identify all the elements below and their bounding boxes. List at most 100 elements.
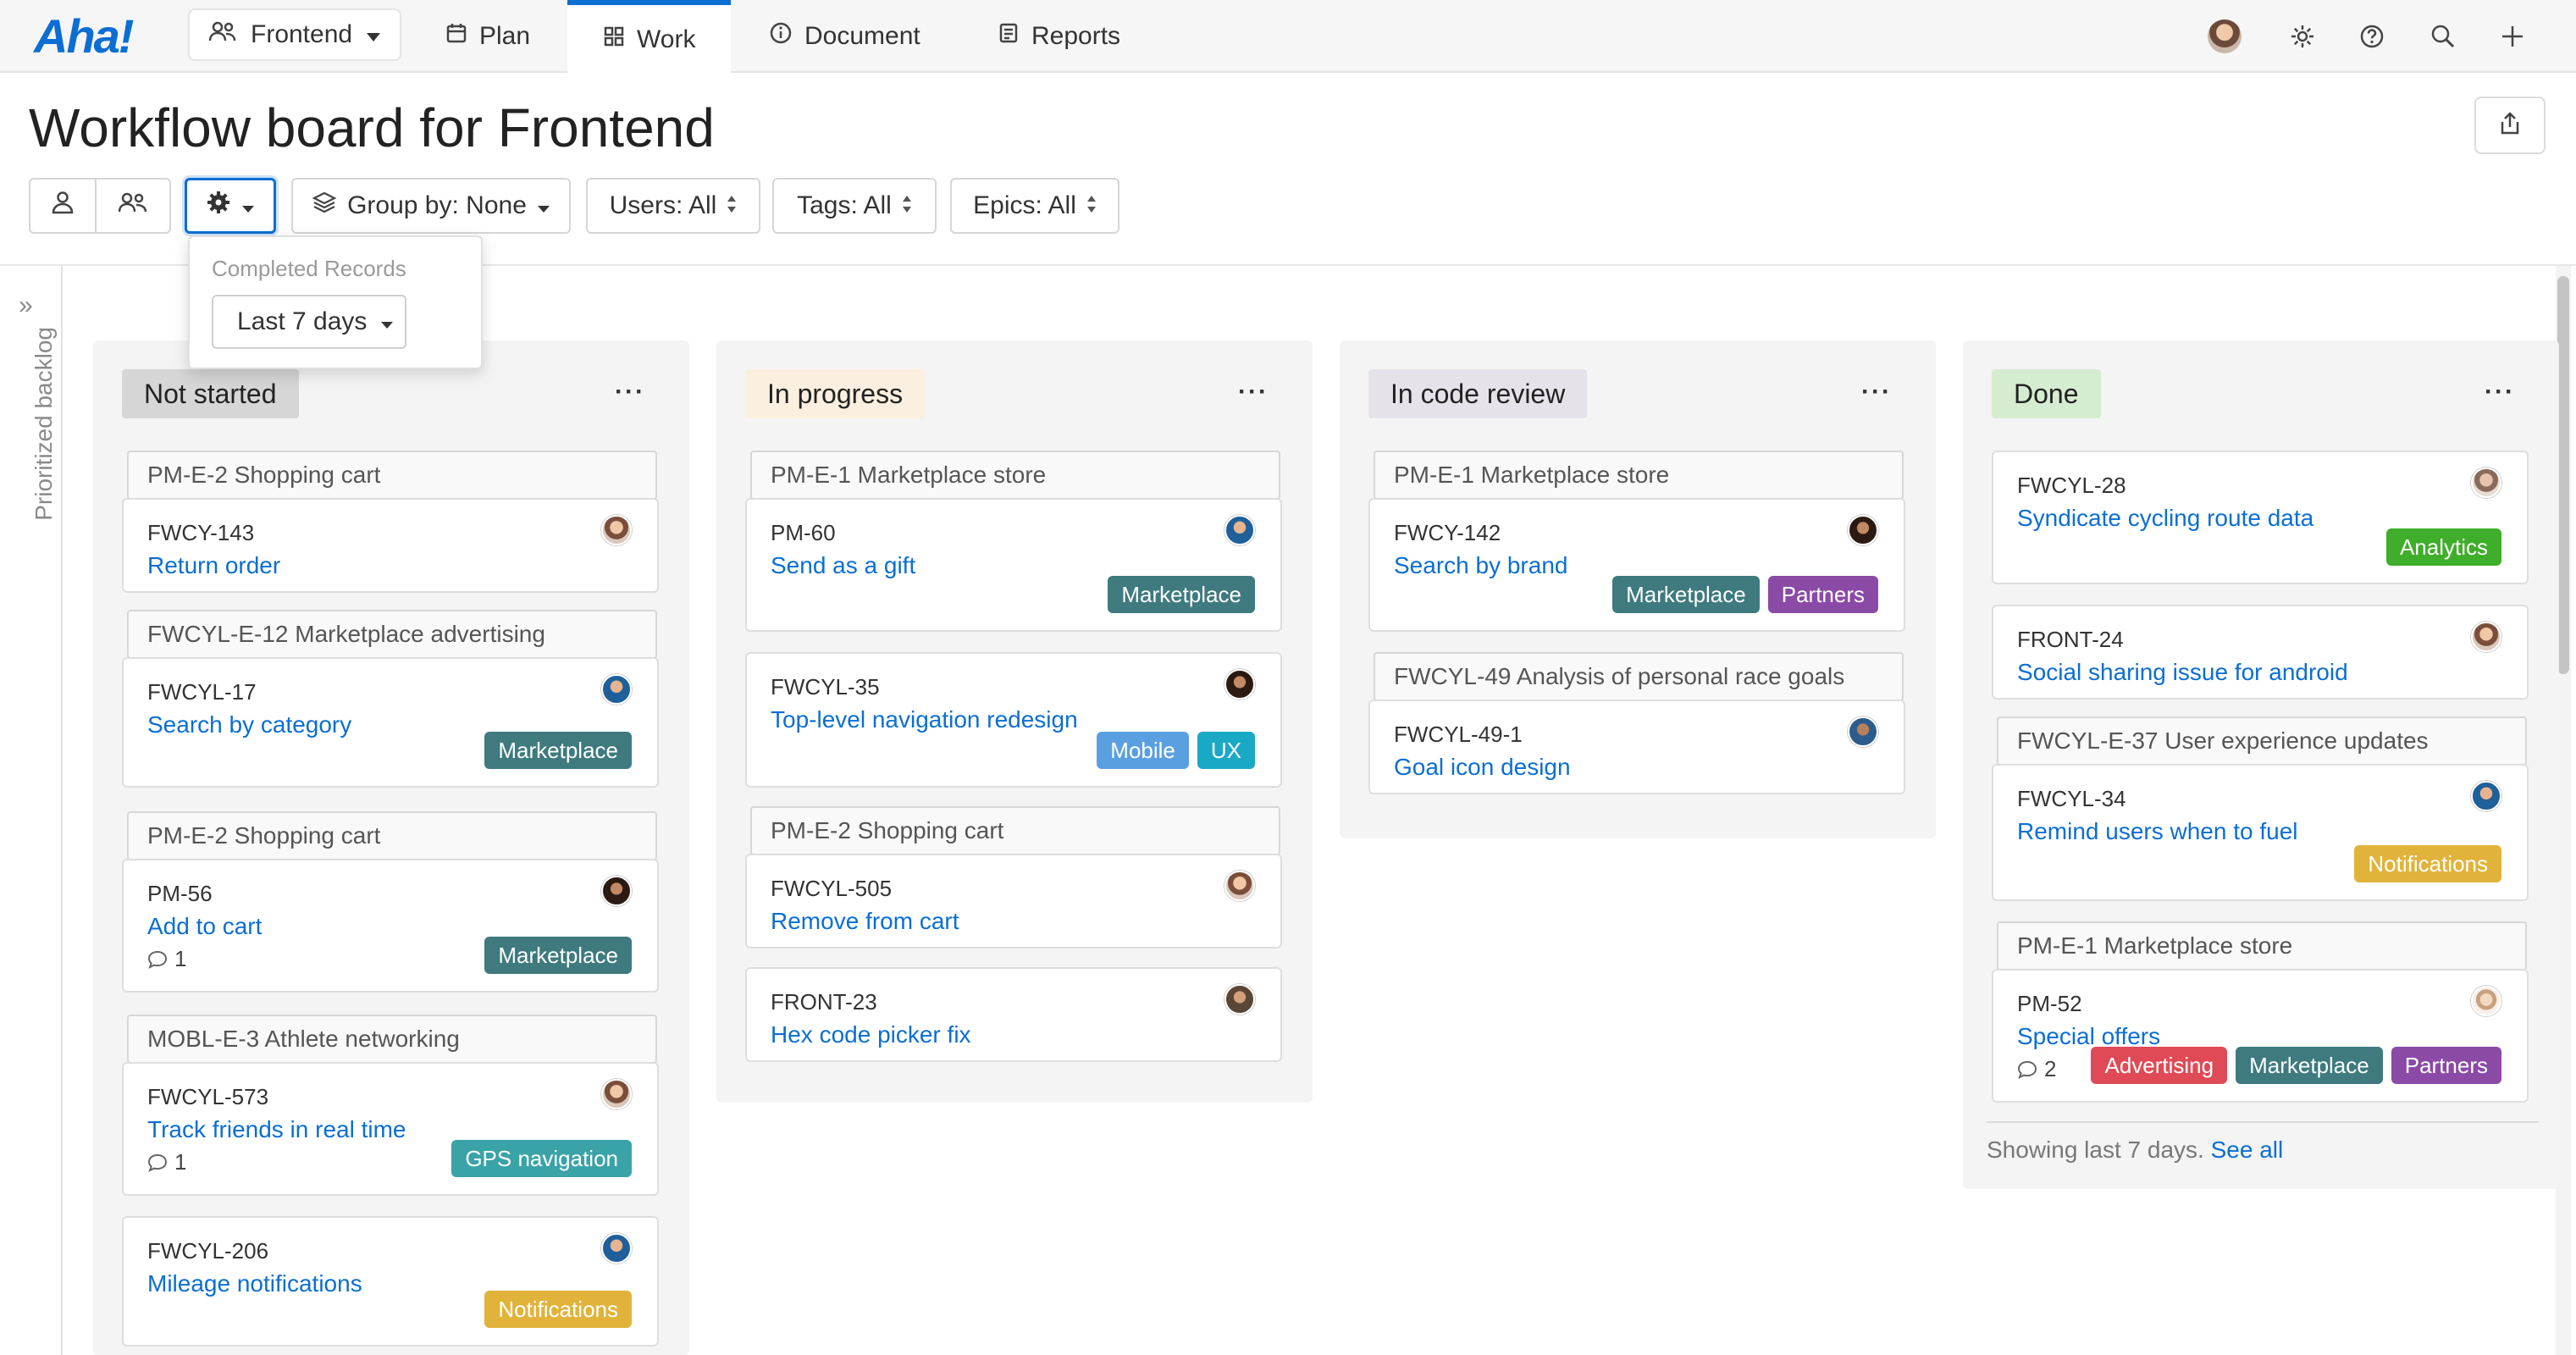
more-icon[interactable]: ··· (615, 378, 645, 406)
tag-marketplace[interactable]: Marketplace (2236, 1047, 2383, 1084)
record-card[interactable]: FWCYL-505 Remove from cart (745, 854, 1282, 948)
record-card[interactable]: PM-52 Special offers 2 Advertising Marke… (1992, 969, 2529, 1103)
team-view-button[interactable] (95, 178, 171, 234)
record-title[interactable]: Send as a gift (771, 552, 916, 578)
record-title[interactable]: Search by category (147, 711, 352, 738)
tag-mobile[interactable]: Mobile (1097, 732, 1189, 769)
record-title[interactable]: Syndicate cycling route data (2017, 505, 2314, 531)
epic-group-header[interactable]: PM-E-1 Marketplace store (750, 451, 1280, 500)
more-icon[interactable]: ··· (1238, 378, 1269, 406)
record-card[interactable]: PM-56 Add to cart 1 Marketplace (122, 859, 659, 993)
record-card[interactable]: FRONT-23 Hex code picker fix (745, 967, 1282, 1062)
record-title[interactable]: Special offers (2017, 1023, 2161, 1049)
tag-analytics[interactable]: Analytics (2385, 528, 2501, 566)
record-title[interactable]: Search by brand (1394, 552, 1568, 578)
tab-plan[interactable]: Plan (410, 0, 566, 73)
epic-group-header[interactable]: PM-E-1 Marketplace store (1997, 921, 2527, 971)
tag-partners[interactable]: Partners (2391, 1047, 2501, 1084)
board-scrollbar[interactable] (2556, 266, 2571, 1355)
share-button[interactable] (2474, 97, 2546, 154)
aha-logo[interactable]: Aha! (34, 9, 134, 63)
record-title[interactable]: Mileage notifications (147, 1270, 362, 1297)
epic-group-header[interactable]: PM-E-1 Marketplace store (1374, 451, 1904, 500)
tag-advertising[interactable]: Advertising (2091, 1047, 2228, 1084)
comment-count[interactable]: 1 (147, 946, 186, 972)
assignee-avatar[interactable] (1848, 515, 1878, 545)
group-by-select[interactable]: Group by: None (291, 178, 571, 234)
record-title[interactable]: Goal icon design (1394, 754, 1571, 780)
assignee-avatar[interactable] (2471, 467, 2501, 498)
epic-group-header[interactable]: FWCYL-E-12 Marketplace advertising (127, 610, 657, 659)
record-card[interactable]: PM-60 Send as a gift Marketplace (745, 498, 1282, 632)
record-card[interactable]: FWCYL-206 Mileage notifications Notifica… (122, 1216, 659, 1347)
single-user-view-button[interactable] (29, 178, 97, 234)
record-title[interactable]: Top-level navigation redesign (771, 706, 1078, 733)
assignee-avatar[interactable] (1848, 716, 1878, 747)
epic-group-header[interactable]: PM-E-2 Shopping cart (127, 811, 657, 860)
prioritized-backlog-panel[interactable]: » Prioritized backlog (0, 266, 63, 1355)
more-icon[interactable]: ··· (1861, 378, 1892, 406)
tag-marketplace[interactable]: Marketplace (484, 937, 632, 974)
record-title[interactable]: Return order (147, 552, 281, 578)
tag-ux[interactable]: UX (1197, 732, 1255, 769)
more-icon[interactable]: ··· (2485, 378, 2515, 406)
record-title[interactable]: Remind users when to fuel (2017, 818, 2298, 844)
assignee-avatar[interactable] (601, 515, 632, 545)
expand-chevron-icon[interactable]: » (19, 291, 33, 319)
assignee-avatar[interactable] (1224, 669, 1255, 700)
help-icon[interactable] (2352, 17, 2391, 56)
epics-filter[interactable]: Epics: All (950, 178, 1119, 234)
record-card[interactable]: FWCYL-573 Track friends in real time 1 G… (122, 1062, 659, 1196)
record-card[interactable]: FWCY-142 Search by brand Marketplace Par… (1368, 498, 1905, 632)
record-card[interactable]: FWCYL-17 Search by category Marketplace (122, 657, 659, 788)
assignee-avatar[interactable] (601, 876, 632, 906)
assignee-avatar[interactable] (1224, 984, 1255, 1015)
tag-marketplace[interactable]: Marketplace (484, 732, 632, 769)
tab-work[interactable]: Work (567, 0, 732, 75)
assignee-avatar[interactable] (2471, 986, 2501, 1016)
tab-reports[interactable]: Reports (962, 0, 1156, 73)
record-card[interactable]: FWCY-143 Return order (122, 498, 659, 593)
tag-notifications[interactable]: Notifications (484, 1291, 632, 1328)
record-card[interactable]: FWCYL-35 Top-level navigation redesign M… (745, 652, 1282, 788)
tag-marketplace[interactable]: Marketplace (1612, 576, 1760, 613)
assignee-avatar[interactable] (1224, 515, 1255, 545)
tag-partners[interactable]: Partners (1767, 576, 1878, 613)
record-title[interactable]: Social sharing issue for android (2017, 659, 2348, 685)
assignee-avatar[interactable] (601, 1233, 632, 1264)
assignee-avatar[interactable] (1224, 871, 1255, 901)
tags-filter[interactable]: Tags: All (772, 178, 937, 234)
record-card[interactable]: FWCYL-28 Syndicate cycling route data An… (1992, 451, 2529, 584)
tag-marketplace[interactable]: Marketplace (1108, 576, 1255, 613)
settings-icon[interactable] (2283, 17, 2322, 56)
tab-document[interactable]: Document (733, 0, 956, 73)
user-avatar[interactable] (2205, 17, 2244, 56)
comment-count[interactable]: 2 (2017, 1056, 2056, 1082)
workspace-selector[interactable]: Frontend (188, 8, 402, 61)
record-title[interactable]: Hex code picker fix (771, 1021, 971, 1048)
comment-count[interactable]: 1 (147, 1149, 186, 1175)
record-title[interactable]: Remove from cart (771, 908, 959, 934)
epic-group-header[interactable]: FWCYL-E-37 User experience updates (1997, 716, 2527, 766)
search-icon[interactable] (2424, 17, 2463, 56)
board-settings-button[interactable] (185, 178, 276, 234)
record-title[interactable]: Track friends in real time (147, 1116, 406, 1142)
assignee-avatar[interactable] (601, 674, 632, 705)
epic-group-header[interactable]: MOBL-E-3 Athlete networking (127, 1015, 657, 1064)
record-card[interactable]: FRONT-24 Social sharing issue for androi… (1992, 605, 2529, 700)
tag-gps-navigation[interactable]: GPS navigation (451, 1140, 632, 1177)
record-card[interactable]: FWCYL-49-1 Goal icon design (1368, 700, 1905, 794)
epic-group-header[interactable]: FWCYL-49 Analysis of personal race goals (1374, 652, 1904, 701)
epic-group-header[interactable]: PM-E-2 Shopping cart (750, 806, 1280, 855)
users-filter[interactable]: Users: All (586, 178, 760, 234)
see-all-link[interactable]: See all (2210, 1137, 2284, 1163)
assignee-avatar[interactable] (2471, 781, 2501, 811)
assignee-avatar[interactable] (601, 1079, 632, 1109)
assignee-avatar[interactable] (2471, 622, 2501, 652)
record-card[interactable]: FWCYL-34 Remind users when to fuel Notif… (1992, 764, 2529, 901)
record-title[interactable]: Add to cart (147, 913, 263, 939)
epic-group-header[interactable]: PM-E-2 Shopping cart (127, 451, 657, 500)
completed-records-select[interactable]: Last 7 days (212, 295, 406, 349)
tag-notifications[interactable]: Notifications (2354, 845, 2501, 882)
scrollbar-thumb[interactable] (2557, 276, 2569, 674)
